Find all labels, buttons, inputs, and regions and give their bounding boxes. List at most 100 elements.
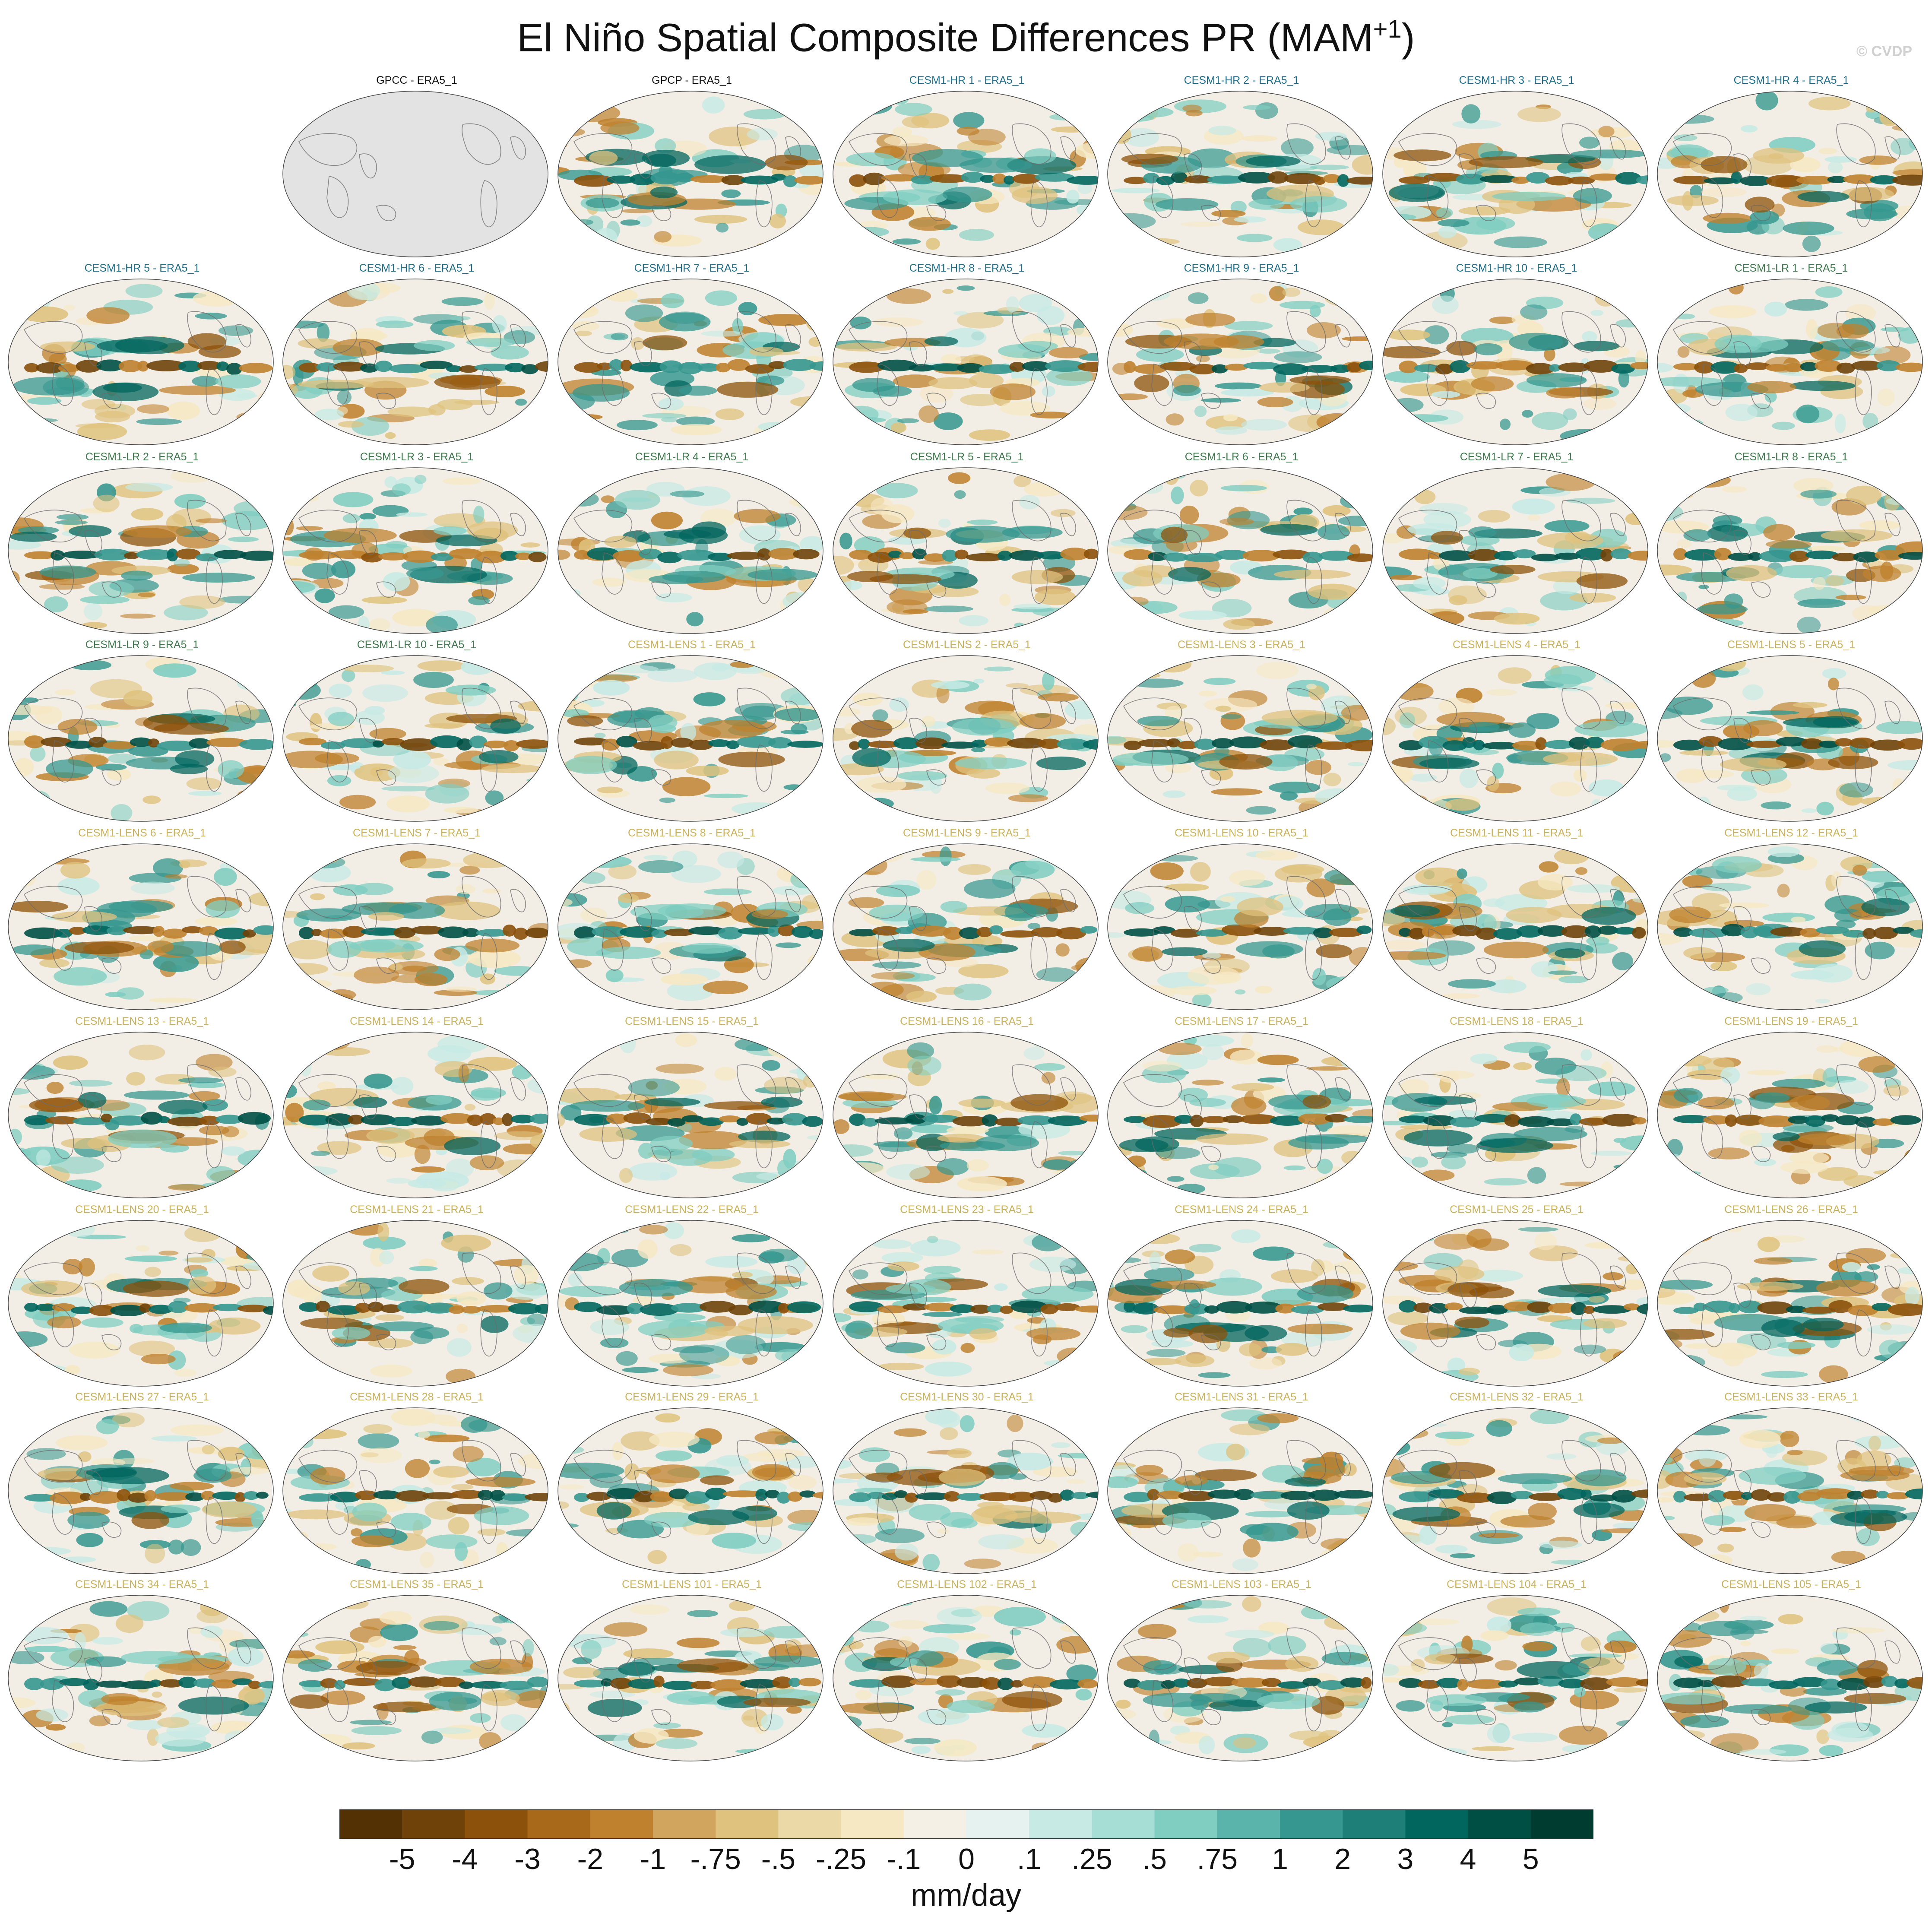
- map-globe: [1107, 1032, 1373, 1198]
- panel-title: CESM1-LENS 17 - ERA5_1: [1175, 1015, 1308, 1027]
- map-panel: CESM1-LENS 7 - ERA5_1: [282, 827, 552, 1015]
- colorbar-swatch: [1154, 1809, 1218, 1839]
- colorbar-frame: [339, 1809, 1593, 1839]
- panel-title: CESM1-HR 10 - ERA5_1: [1456, 262, 1577, 274]
- colorbar-swatch: [1280, 1809, 1343, 1839]
- panel-title: CESM1-LENS 19 - ERA5_1: [1724, 1015, 1858, 1027]
- map-globe: [1382, 655, 1648, 822]
- panel-title: CESM1-LENS 33 - ERA5_1: [1724, 1391, 1858, 1403]
- panel-title: CESM1-LENS 3 - ERA5_1: [1178, 639, 1305, 651]
- panel-title: CESM1-LR 9 - ERA5_1: [85, 639, 199, 651]
- map-globe: [1107, 843, 1373, 1010]
- map-panel: CESM1-LENS 105 - ERA5_1: [1656, 1578, 1926, 1767]
- map-globe: [1657, 1407, 1923, 1574]
- figure-title-text: El Niño Spatial Composite Differences PR…: [517, 16, 1373, 60]
- map-globe: [1657, 843, 1923, 1010]
- map-panel: CESM1-LENS 21 - ERA5_1: [282, 1204, 552, 1392]
- map-panel: CESM1-LENS 11 - ERA5_1: [1381, 827, 1652, 1015]
- map-panel: CESM1-LENS 31 - ERA5_1: [1106, 1391, 1377, 1579]
- panel-title: CESM1-LENS 103 - ERA5_1: [1172, 1578, 1311, 1590]
- map-panel: CESM1-HR 2 - ERA5_1: [1106, 74, 1377, 263]
- map-panel: CESM1-LENS 27 - ERA5_1: [7, 1391, 277, 1579]
- panel-title: CESM1-HR 1 - ERA5_1: [909, 74, 1025, 86]
- figure-title-superscript: +1: [1373, 15, 1402, 43]
- map-panel: CESM1-HR 4 - ERA5_1: [1656, 74, 1926, 263]
- map-panel: GPCC - ERA5_1: [282, 74, 552, 263]
- panel-title: CESM1-HR 8 - ERA5_1: [909, 262, 1025, 274]
- colorbar-tick-label: -.1: [887, 1843, 921, 1875]
- map-panel: CESM1-LENS 19 - ERA5_1: [1656, 1015, 1926, 1204]
- colorbar-swatch: [1530, 1809, 1593, 1839]
- map-globe: [833, 1032, 1099, 1198]
- map-panel: CESM1-LENS 12 - ERA5_1: [1656, 827, 1926, 1015]
- colorbar-tick-label: 4: [1460, 1843, 1476, 1875]
- colorbar-tick-label: 0: [958, 1843, 975, 1875]
- map-globe: [1657, 1220, 1923, 1387]
- map-panel: CESM1-LENS 20 - ERA5_1: [7, 1204, 277, 1392]
- map-panel: CESM1-LENS 5 - ERA5_1: [1656, 639, 1926, 827]
- panel-title: CESM1-LENS 32 - ERA5_1: [1450, 1391, 1584, 1403]
- map-panel: CESM1-LENS 102 - ERA5_1: [832, 1578, 1102, 1767]
- map-globe: [833, 1407, 1099, 1574]
- colorbar-tick-label: -.25: [816, 1843, 867, 1875]
- map-globe: [282, 655, 548, 822]
- panel-title: CESM1-LENS 9 - ERA5_1: [903, 827, 1031, 839]
- panel-title: CESM1-LENS 29 - ERA5_1: [625, 1391, 759, 1403]
- colorbar-swatch: [966, 1809, 1029, 1839]
- panel-title: GPCP - ERA5_1: [652, 74, 732, 86]
- panel-title: CESM1-LENS 5 - ERA5_1: [1727, 639, 1855, 651]
- colorbar-swatch: [653, 1809, 716, 1839]
- map-globe: [833, 279, 1099, 445]
- panel-title: CESM1-LENS 1 - ERA5_1: [628, 639, 756, 651]
- panel-title: CESM1-LENS 7 - ERA5_1: [353, 827, 481, 839]
- map-globe: [1382, 843, 1648, 1010]
- map-globe: [557, 467, 823, 634]
- map-globe: [833, 1220, 1099, 1387]
- map-globe: [833, 91, 1099, 257]
- map-globe: [1657, 1595, 1923, 1761]
- map-panel: CESM1-LENS 34 - ERA5_1: [7, 1578, 277, 1767]
- colorbar-tick-label: .75: [1197, 1843, 1238, 1875]
- map-panel: CESM1-LR 6 - ERA5_1: [1106, 451, 1377, 639]
- panel-title: CESM1-LENS 24 - ERA5_1: [1175, 1204, 1308, 1216]
- map-panel: CESM1-HR 1 - ERA5_1: [832, 74, 1102, 263]
- map-panel: CESM1-LENS 10 - ERA5_1: [1106, 827, 1377, 1015]
- panel-title: CESM1-LR 5 - ERA5_1: [910, 451, 1024, 463]
- map-panel: CESM1-LR 8 - ERA5_1: [1656, 451, 1926, 639]
- map-panel: CESM1-LENS 18 - ERA5_1: [1381, 1015, 1652, 1204]
- panel-title: CESM1-LENS 12 - ERA5_1: [1724, 827, 1858, 839]
- colorbar-swatch: [1217, 1809, 1280, 1839]
- map-panel: CESM1-LENS 104 - ERA5_1: [1381, 1578, 1652, 1767]
- panel-title: CESM1-LR 7 - ERA5_1: [1460, 451, 1574, 463]
- map-globe: [1107, 1407, 1373, 1574]
- panel-title: CESM1-HR 3 - ERA5_1: [1459, 74, 1574, 86]
- panel-title: CESM1-LR 3 - ERA5_1: [360, 451, 474, 463]
- map-panel: CESM1-HR 7 - ERA5_1: [557, 262, 827, 450]
- map-panel: CESM1-LENS 28 - ERA5_1: [282, 1391, 552, 1579]
- panel-title: CESM1-LENS 10 - ERA5_1: [1175, 827, 1308, 839]
- map-globe: [1107, 655, 1373, 822]
- map-panel: CESM1-LENS 2 - ERA5_1: [832, 639, 1102, 827]
- map-panel: CESM1-LENS 8 - ERA5_1: [557, 827, 827, 1015]
- map-globe: [1107, 467, 1373, 634]
- map-globe: [1657, 91, 1923, 257]
- map-globe: [1382, 1032, 1648, 1198]
- colorbar-tick-label: .1: [1017, 1843, 1042, 1875]
- map-globe: [1382, 1407, 1648, 1574]
- colorbar-tick-label: -.5: [761, 1843, 796, 1875]
- panel-title: CESM1-LENS 25 - ERA5_1: [1450, 1204, 1584, 1216]
- map-panel: CESM1-LENS 33 - ERA5_1: [1656, 1391, 1926, 1579]
- panel-title: CESM1-LR 8 - ERA5_1: [1734, 451, 1848, 463]
- colorbar-swatch: [903, 1809, 967, 1839]
- panel-title: CESM1-LENS 28 - ERA5_1: [350, 1391, 484, 1403]
- map-panel: CESM1-LENS 6 - ERA5_1: [7, 827, 277, 1015]
- map-globe: [557, 279, 823, 445]
- panel-title: CESM1-LENS 22 - ERA5_1: [625, 1204, 759, 1216]
- colorbar-tick-label: -.75: [690, 1843, 741, 1875]
- panel-title: CESM1-LR 1 - ERA5_1: [1734, 262, 1848, 274]
- colorbar-swatch: [1405, 1809, 1469, 1839]
- map-globe: [833, 843, 1099, 1010]
- panel-title: CESM1-LENS 102 - ERA5_1: [897, 1578, 1037, 1590]
- panel-title: CESM1-HR 4 - ERA5_1: [1733, 74, 1849, 86]
